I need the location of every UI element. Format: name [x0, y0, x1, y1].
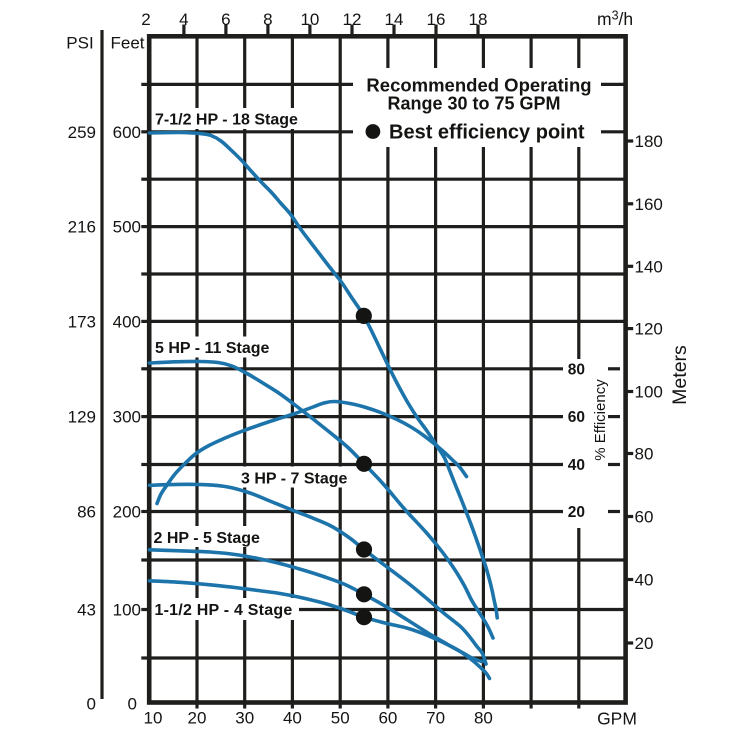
svg-text:120: 120: [635, 320, 663, 339]
svg-text:Meters: Meters: [669, 345, 691, 405]
svg-text:Range 30 to 75 GPM: Range 30 to 75 GPM: [387, 94, 560, 114]
svg-text:6: 6: [221, 10, 230, 29]
svg-text:4: 4: [179, 10, 188, 29]
svg-text:Recommended Operating: Recommended Operating: [366, 75, 591, 96]
svg-text:60: 60: [568, 409, 585, 426]
svg-text:100: 100: [113, 601, 141, 620]
svg-text:20: 20: [635, 634, 654, 653]
svg-text:30: 30: [235, 709, 254, 728]
svg-text:Feet: Feet: [110, 34, 144, 53]
svg-text:80: 80: [568, 361, 585, 378]
svg-text:180: 180: [635, 132, 663, 151]
svg-text:GPM: GPM: [597, 709, 637, 729]
svg-text:16: 16: [427, 10, 446, 29]
svg-text:5 HP - 11 Stage: 5 HP - 11 Stage: [155, 340, 270, 357]
svg-text:10: 10: [300, 10, 319, 29]
svg-text:2: 2: [141, 10, 150, 29]
svg-text:PSI: PSI: [66, 34, 93, 53]
svg-text:m3/h: m3/h: [597, 9, 633, 30]
svg-text:40: 40: [635, 571, 654, 590]
svg-text:0: 0: [87, 695, 96, 714]
svg-text:0: 0: [128, 695, 137, 714]
svg-text:50: 50: [331, 709, 350, 728]
svg-text:86: 86: [77, 503, 96, 522]
svg-text:500: 500: [113, 218, 141, 237]
svg-text:7-1/2 HP - 18 Stage: 7-1/2 HP - 18 Stage: [155, 111, 298, 128]
svg-text:60: 60: [378, 709, 397, 728]
svg-text:40: 40: [568, 457, 585, 474]
svg-text:14: 14: [385, 10, 404, 29]
svg-text:80: 80: [635, 445, 654, 464]
svg-text:% Efficiency: % Efficiency: [592, 379, 609, 461]
svg-text:600: 600: [113, 123, 141, 142]
svg-text:129: 129: [68, 408, 96, 427]
svg-text:100: 100: [635, 383, 663, 402]
svg-text:70: 70: [426, 709, 445, 728]
svg-text:259: 259: [68, 123, 96, 142]
svg-text:18: 18: [469, 10, 488, 29]
svg-text:200: 200: [113, 503, 141, 522]
svg-text:173: 173: [68, 312, 96, 331]
svg-text:20: 20: [188, 709, 207, 728]
svg-text:12: 12: [343, 10, 362, 29]
svg-text:10: 10: [144, 709, 163, 728]
svg-text:Best efficiency point: Best efficiency point: [389, 122, 585, 144]
svg-text:60: 60: [635, 508, 654, 527]
svg-text:8: 8: [263, 10, 272, 29]
svg-text:400: 400: [113, 312, 141, 331]
svg-text:20: 20: [568, 504, 585, 521]
svg-text:140: 140: [635, 257, 663, 276]
svg-text:40: 40: [283, 709, 302, 728]
svg-text:216: 216: [68, 218, 96, 237]
svg-text:160: 160: [635, 195, 663, 214]
svg-text:300: 300: [113, 408, 141, 427]
svg-text:2 HP - 5 Stage: 2 HP - 5 Stage: [154, 530, 261, 547]
svg-text:80: 80: [474, 709, 493, 728]
svg-text:1-1/2 HP - 4 Stage: 1-1/2 HP - 4 Stage: [155, 602, 293, 619]
svg-text:43: 43: [77, 601, 96, 620]
svg-text:3 HP - 7 Stage: 3 HP - 7 Stage: [241, 470, 348, 487]
